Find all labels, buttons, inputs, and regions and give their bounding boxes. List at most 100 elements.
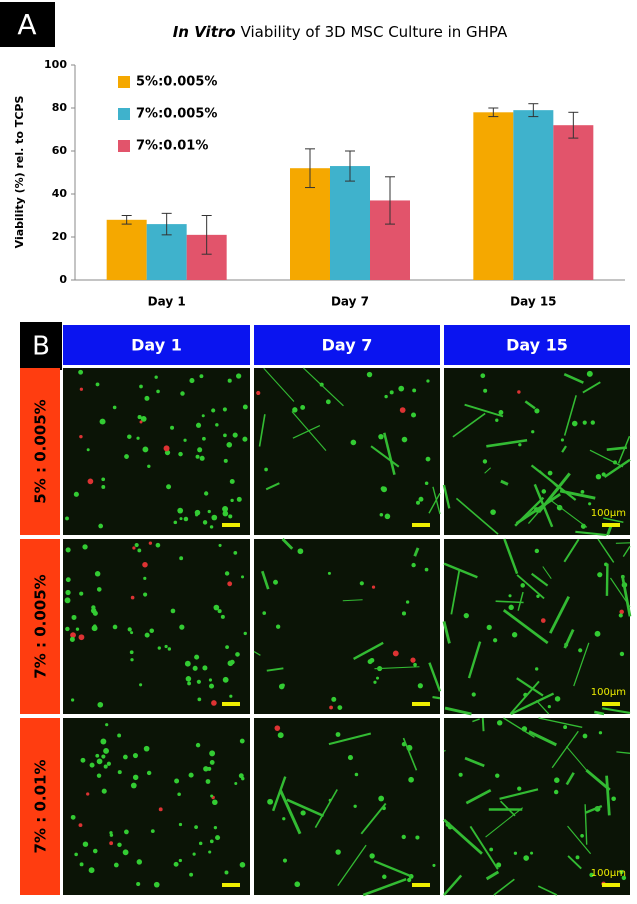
bar bbox=[473, 112, 513, 280]
cell-dot bbox=[416, 501, 420, 505]
cell-dot bbox=[166, 484, 171, 489]
cell-dot bbox=[213, 605, 219, 611]
cell-dot bbox=[230, 499, 233, 502]
column-header: Day 1 bbox=[131, 336, 182, 355]
cell-dot bbox=[197, 680, 201, 684]
cell-dot bbox=[402, 835, 406, 839]
cell-dot bbox=[113, 406, 117, 410]
cell-dot bbox=[210, 839, 214, 843]
cell-dot bbox=[378, 796, 384, 802]
legend-swatch bbox=[118, 140, 130, 152]
cell-dot bbox=[177, 508, 183, 514]
cell-dot bbox=[276, 625, 280, 629]
cell-dot bbox=[151, 829, 155, 833]
bar bbox=[330, 166, 370, 280]
cell-dot bbox=[264, 468, 268, 472]
cell-dot bbox=[103, 748, 109, 754]
cell-dot bbox=[110, 833, 113, 836]
cell-dot bbox=[107, 762, 111, 766]
cell-dot bbox=[240, 739, 245, 744]
cell-dot bbox=[86, 792, 89, 795]
cell-dot bbox=[202, 665, 207, 670]
cell-dot bbox=[331, 697, 336, 702]
cell-dot bbox=[179, 625, 184, 630]
cell-dot bbox=[480, 373, 485, 378]
cell-dot bbox=[66, 547, 71, 552]
cell-dot bbox=[256, 391, 260, 395]
cell-dot bbox=[204, 491, 208, 495]
cell-dot bbox=[209, 678, 212, 681]
cell-dot bbox=[80, 862, 84, 866]
cell-dot bbox=[244, 632, 247, 635]
cell-dot bbox=[595, 631, 601, 637]
cell-dot bbox=[65, 597, 71, 603]
cell-dot bbox=[144, 746, 150, 752]
cell-dot bbox=[164, 445, 170, 451]
cell-dot bbox=[239, 773, 244, 778]
cell-dot bbox=[184, 517, 189, 522]
cell-dot bbox=[226, 442, 232, 448]
cell-dot bbox=[542, 489, 547, 494]
cell-dot bbox=[230, 660, 235, 665]
cell-dot bbox=[548, 471, 553, 476]
cell-dot bbox=[136, 437, 139, 440]
cell-dot bbox=[196, 455, 200, 459]
cell-dot bbox=[142, 447, 148, 453]
cell-dot bbox=[118, 770, 122, 774]
cell-dot bbox=[179, 859, 182, 862]
micrograph bbox=[254, 368, 440, 535]
cell-dot bbox=[199, 842, 203, 846]
cell-dot bbox=[619, 610, 623, 614]
cell-dot bbox=[619, 613, 623, 617]
cell-dot bbox=[572, 421, 578, 427]
cell-dot bbox=[517, 390, 520, 393]
cell-dot bbox=[178, 452, 183, 457]
cell-dot bbox=[117, 843, 121, 847]
cell-dot bbox=[369, 853, 374, 858]
cell-dot bbox=[459, 773, 463, 777]
cell-dot bbox=[71, 698, 74, 701]
cell-dot bbox=[372, 585, 375, 588]
cell-dot bbox=[426, 457, 431, 462]
cell-dot bbox=[490, 509, 496, 515]
cell-dot bbox=[222, 506, 228, 512]
cell-dot bbox=[412, 388, 416, 392]
cell-dot bbox=[234, 782, 237, 785]
chart-title-part: Viability of 3D MSC Culture in GHPA bbox=[241, 23, 508, 41]
cell-dot bbox=[236, 373, 241, 378]
cell-dot bbox=[113, 625, 118, 630]
cell-dot bbox=[124, 830, 129, 835]
cell-dot bbox=[472, 692, 476, 696]
cell-dot bbox=[588, 502, 591, 505]
cell-dot bbox=[329, 706, 333, 710]
cell-dot bbox=[189, 378, 194, 383]
cell-dot bbox=[186, 676, 192, 682]
cell-dot bbox=[597, 572, 602, 577]
micrograph bbox=[63, 539, 250, 714]
cell-dot bbox=[233, 433, 238, 438]
cell-dot bbox=[530, 852, 533, 855]
cell-dot bbox=[197, 447, 202, 452]
panel-label: B bbox=[32, 332, 50, 362]
cell-dot bbox=[139, 420, 142, 423]
cell-dot bbox=[328, 572, 331, 575]
cell-dot bbox=[531, 430, 534, 433]
cell-dot bbox=[156, 543, 161, 548]
cell-dot bbox=[206, 779, 211, 784]
cell-dot bbox=[419, 497, 424, 502]
y-tick-label: 0 bbox=[59, 273, 67, 286]
cell-dot bbox=[541, 618, 546, 623]
cell-dot bbox=[128, 627, 132, 631]
cell-dot bbox=[193, 853, 196, 856]
cell-dot bbox=[83, 841, 88, 846]
cell-dot bbox=[194, 655, 199, 660]
cell-dot bbox=[97, 773, 101, 777]
cell-dot bbox=[93, 849, 98, 854]
cell-dot bbox=[353, 805, 356, 808]
cell-dot bbox=[123, 849, 129, 855]
cell-dot bbox=[165, 645, 168, 648]
cell-dot bbox=[233, 551, 237, 555]
cell-dot bbox=[197, 698, 201, 702]
cell-dot bbox=[240, 863, 244, 867]
